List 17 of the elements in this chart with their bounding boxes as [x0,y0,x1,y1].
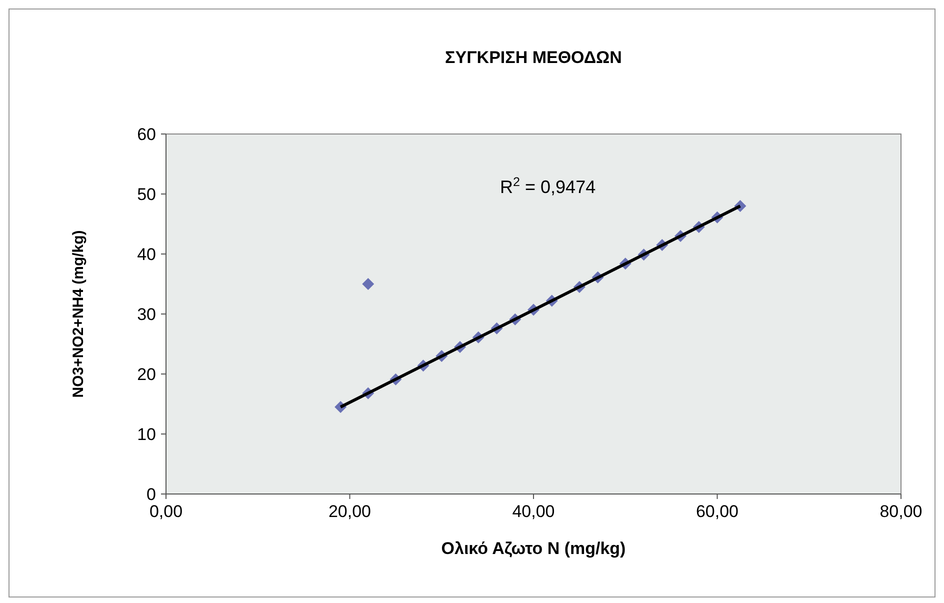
annotation: R$^{2}$ = 0,9474 [500,175,596,197]
y-tick-label: 0 [146,485,156,504]
x-tick-label: 40,00 [512,502,555,521]
x-tick-label: 80,00 [880,502,922,521]
point [362,278,374,290]
x-tick-label: 60,00 [696,502,739,521]
y-tick-label: 40 [137,245,156,264]
x-axis-title: Ολικό Αζωτο Ν (mg/kg) [441,539,626,558]
y-tick-label: 60 [137,125,156,144]
y-tick-label: 50 [137,185,156,204]
x-tick-label: 0,00 [149,502,183,521]
y-tick-label: 30 [137,305,156,324]
y-axis-title: NO3+NO2+NH4 (mg/kg) [70,230,87,398]
y-tick-label: 20 [137,365,156,384]
chart-title: ΣΥΓΚΡΙΣΗ ΜΕΘΟΔΩΝ [445,48,622,67]
x-tick-label: 20,00 [328,502,372,521]
y-tick-label: 10 [137,425,156,444]
